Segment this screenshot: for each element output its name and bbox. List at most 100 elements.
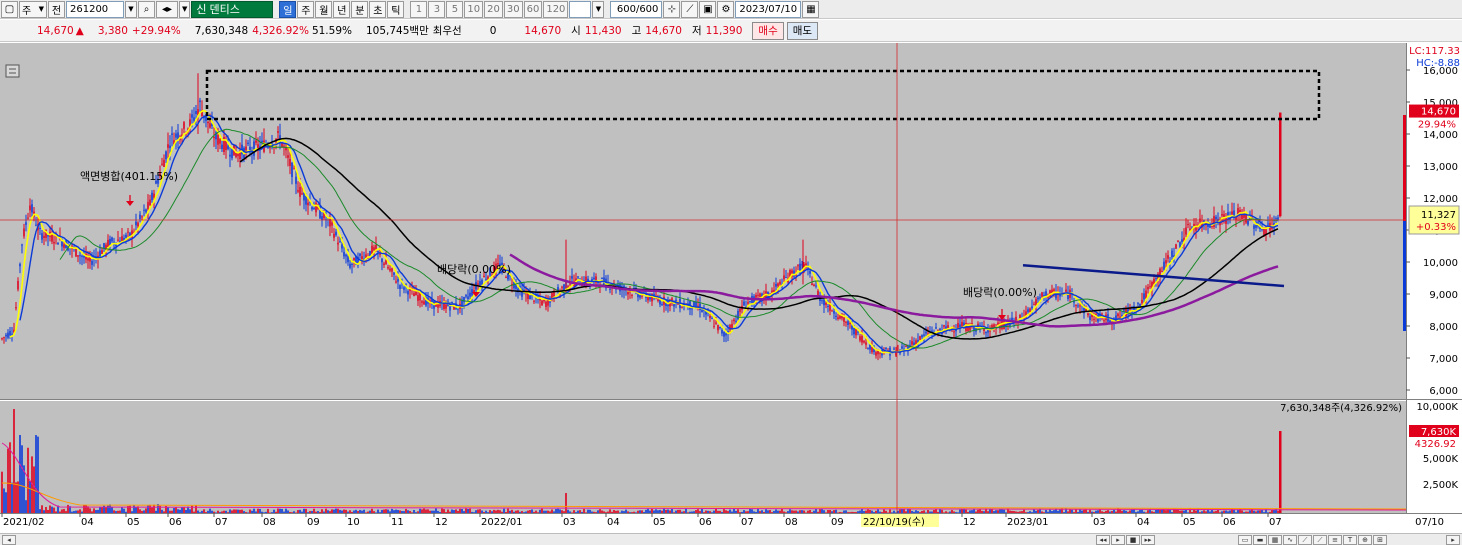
layout-icon[interactable]: ▢ <box>1 0 18 18</box>
mode-dropdown[interactable]: ▼ <box>179 0 191 18</box>
candle-body <box>1235 217 1237 221</box>
crosshair-icon[interactable]: ⊹ <box>663 0 681 18</box>
stock-name: 덴티스 <box>209 3 240 16</box>
gear-icon[interactable]: ⚙ <box>717 0 735 18</box>
candle-body <box>51 233 53 242</box>
volume-bar <box>933 509 935 513</box>
volume-bar <box>1227 511 1229 513</box>
scroll-prev-icon[interactable]: ▸ <box>1111 535 1125 545</box>
volume-bar <box>627 511 629 513</box>
candle-body <box>677 303 679 305</box>
zoom-in-icon[interactable]: ▬ <box>1253 535 1267 545</box>
volume-bar <box>757 508 759 513</box>
period-month[interactable]: 월 <box>315 0 333 18</box>
overlay-layer: 액면병합(401.15%) 배당락(0.00%) 배당락(0.00%) <box>0 43 1406 513</box>
scroll-bar[interactable]: ◂ ◂◂ ▸ ■ ▸▸ ▭ ▬ ▦ ∿ ⟋ ⟋ ≡ T ⊕ ⊞ ▸ <box>0 533 1462 545</box>
volume-bar <box>797 511 799 513</box>
indicator-icon[interactable]: ∿ <box>1283 535 1297 545</box>
period-week[interactable]: 주 <box>297 0 315 18</box>
sound-icon[interactable]: ◂▸ <box>156 0 178 18</box>
text-tool-icon[interactable]: T <box>1343 535 1357 545</box>
code-input[interactable]: 261200 <box>66 0 124 18</box>
candle-body <box>1089 316 1091 321</box>
scroll-next-icon[interactable]: ▸▸ <box>1141 535 1155 545</box>
minute-30[interactable]: 30 <box>503 0 523 18</box>
volume-bar <box>143 510 145 513</box>
volume-bar <box>367 511 369 513</box>
volume-bar <box>333 509 335 513</box>
multi-line-tool-icon[interactable]: ⟋ <box>1313 535 1327 545</box>
volume-bar <box>391 508 393 513</box>
period-tick[interactable]: 틱 <box>387 0 405 18</box>
zoom-out-icon[interactable]: ▭ <box>1238 535 1252 545</box>
scroll-left-icon[interactable]: ◂ <box>2 535 16 545</box>
buy-button[interactable]: 매수 <box>752 21 784 40</box>
period-year[interactable]: 년 <box>333 0 351 18</box>
candle-body <box>907 345 909 351</box>
volume-bar <box>417 511 419 513</box>
calendar-icon[interactable]: ▦ <box>802 0 820 18</box>
candle-body <box>1171 250 1173 258</box>
volume-bar <box>857 511 859 513</box>
minute-120[interactable]: 120 <box>543 0 569 18</box>
minute-10[interactable]: 10 <box>464 0 484 18</box>
stock-name-box[interactable]: 신 덴티스 <box>191 0 274 18</box>
draw-line-icon[interactable]: ⟋ <box>681 0 699 18</box>
scroll-stop-icon[interactable]: ■ <box>1126 535 1140 545</box>
save-icon[interactable]: ▣ <box>699 0 717 18</box>
candle-body <box>57 242 59 245</box>
candle-body <box>143 209 145 211</box>
candle-body <box>571 276 573 279</box>
fib-tool-icon[interactable]: ≡ <box>1328 535 1342 545</box>
volume-bar <box>807 510 809 513</box>
volume-bar <box>589 509 591 513</box>
count-input[interactable]: 600/600 <box>610 0 663 18</box>
prev-button[interactable]: 전 <box>48 0 65 18</box>
volume-bar <box>639 510 641 513</box>
period-minute[interactable]: 분 <box>351 0 369 18</box>
chart-type-icon[interactable]: ▦ <box>1268 535 1282 545</box>
candle-body <box>613 283 615 287</box>
candle-body <box>849 323 851 325</box>
date-input[interactable]: 2023/07/10 <box>735 0 802 18</box>
ruler-icon[interactable]: ⊞ <box>1373 535 1387 545</box>
volume-bar <box>75 510 77 513</box>
minute-20[interactable]: 20 <box>484 0 503 18</box>
sell-button[interactable]: 매도 <box>786 21 819 40</box>
volume-bar <box>221 511 223 513</box>
search-icon[interactable]: ⌕ <box>138 0 155 18</box>
volume-bar <box>943 512 945 513</box>
pane-menu-icon[interactable] <box>5 64 20 78</box>
period-select[interactable]: 주 ▼ <box>19 0 47 18</box>
period-second[interactable]: 초 <box>369 0 387 18</box>
candle-body <box>815 285 817 287</box>
scroll-first-icon[interactable]: ◂◂ <box>1096 535 1110 545</box>
minute-5[interactable]: 5 <box>446 0 464 18</box>
volume-bar <box>103 505 105 513</box>
zoom-icon[interactable]: ⊕ <box>1358 535 1372 545</box>
volume-bar <box>515 510 517 513</box>
best-value: 0 <box>489 24 497 37</box>
volume-bar <box>1059 509 1061 513</box>
stock-chart[interactable]: 16,00015,00014,00013,00012,00011,00010,0… <box>0 43 1462 533</box>
line-tool-icon[interactable]: ⟋ <box>1298 535 1312 545</box>
code-dropdown[interactable]: ▼ <box>125 0 137 18</box>
candle-body <box>733 319 735 322</box>
volume-bar <box>1145 512 1147 513</box>
scroll-right-icon[interactable]: ▸ <box>1446 535 1460 545</box>
volume-bar <box>677 509 679 513</box>
minute-1[interactable]: 1 <box>410 0 428 18</box>
volume-bar <box>783 511 785 513</box>
period-day[interactable]: 일 <box>279 0 297 18</box>
minute-custom-dropdown[interactable]: ▼ <box>592 0 605 18</box>
minute-60[interactable]: 60 <box>523 0 543 18</box>
candle-body <box>563 284 565 291</box>
minute-custom-input[interactable] <box>569 0 592 18</box>
volume-bar <box>1007 508 1009 513</box>
volume-bar <box>217 510 219 513</box>
volume-bar <box>823 510 825 513</box>
volume-bar <box>1121 510 1123 513</box>
candle-body <box>715 322 717 324</box>
chart-canvas[interactable]: 16,00015,00014,00013,00012,00011,00010,0… <box>0 43 1462 533</box>
minute-3[interactable]: 3 <box>428 0 446 18</box>
